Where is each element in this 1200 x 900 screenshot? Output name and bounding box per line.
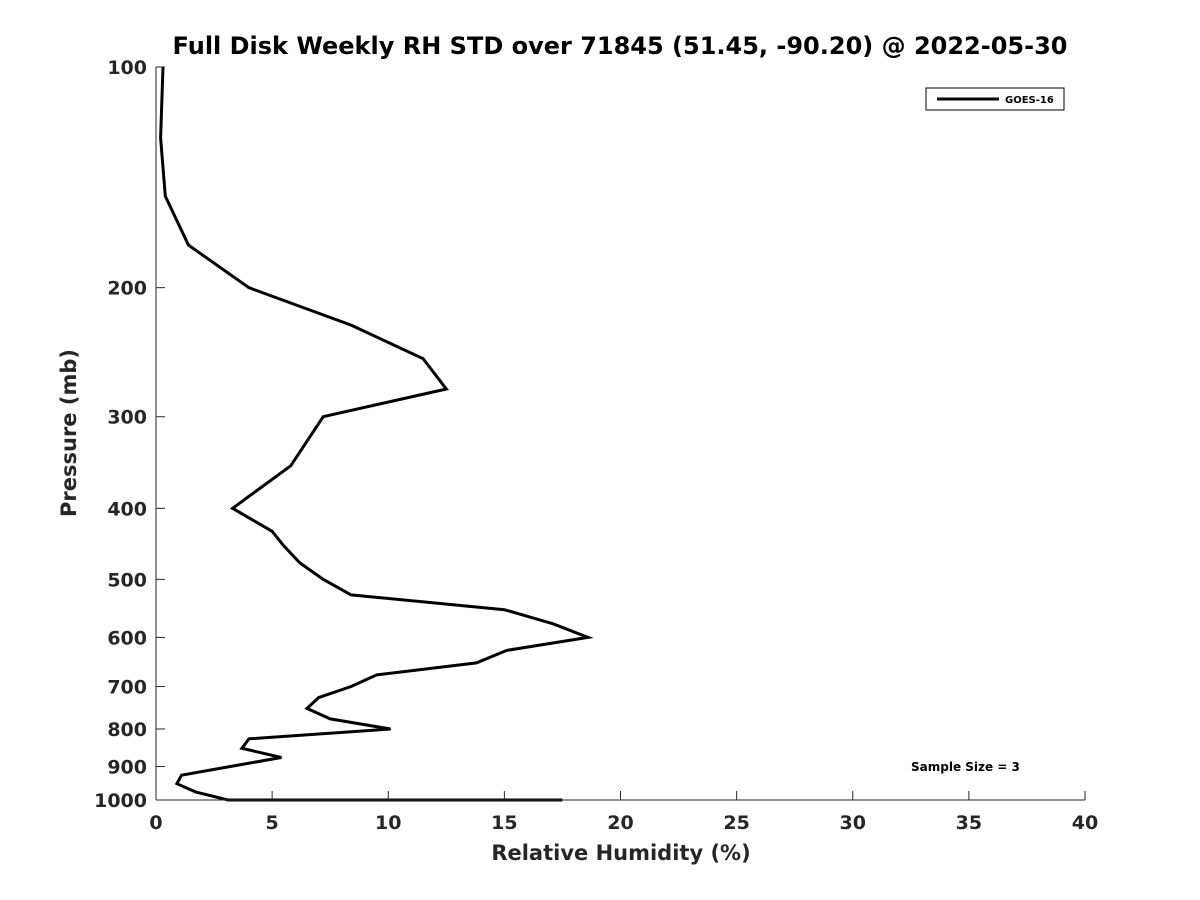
y-tick-label: 200 — [107, 278, 147, 300]
sample-size-annotation: Sample Size = 3 — [911, 760, 1020, 774]
series-line-goes-16 — [159, 66, 594, 802]
legend-label-goes-16: GOES-16 — [1005, 95, 1054, 106]
x-tick-label: 30 — [840, 812, 866, 834]
y-axis: 100 200 300 400 500 600 700 800 900 1000 — [94, 57, 165, 812]
x-tick-label: 15 — [491, 812, 517, 834]
y-tick-label: 800 — [107, 719, 147, 741]
x-axis: 0 5 10 15 20 25 30 35 40 — [149, 791, 1098, 834]
y-tick-label: 900 — [107, 756, 147, 778]
x-tick-label: 25 — [723, 812, 749, 834]
y-tick-label: 400 — [107, 498, 147, 520]
x-tick-label: 35 — [956, 812, 982, 834]
legend: GOES-16 — [925, 87, 1065, 111]
y-tick-label: 300 — [107, 407, 147, 429]
chart-title: Full Disk Weekly RH STD over 71845 (51.4… — [173, 32, 1068, 60]
y-tick-label: 700 — [107, 676, 147, 698]
plot-area — [159, 66, 594, 802]
y-tick-label: 1000 — [94, 790, 147, 812]
y-tick-label: 500 — [107, 569, 147, 591]
y-axis-label: Pressure (mb) — [57, 349, 81, 517]
x-axis-label: Relative Humidity (%) — [491, 841, 750, 865]
x-tick-label: 0 — [149, 812, 162, 834]
x-tick-label: 40 — [1072, 812, 1098, 834]
x-tick-label: 10 — [375, 812, 401, 834]
x-tick-label: 5 — [266, 812, 279, 834]
x-tick-label: 20 — [607, 812, 633, 834]
y-tick-label: 600 — [107, 627, 147, 649]
y-tick-label: 100 — [107, 57, 147, 79]
